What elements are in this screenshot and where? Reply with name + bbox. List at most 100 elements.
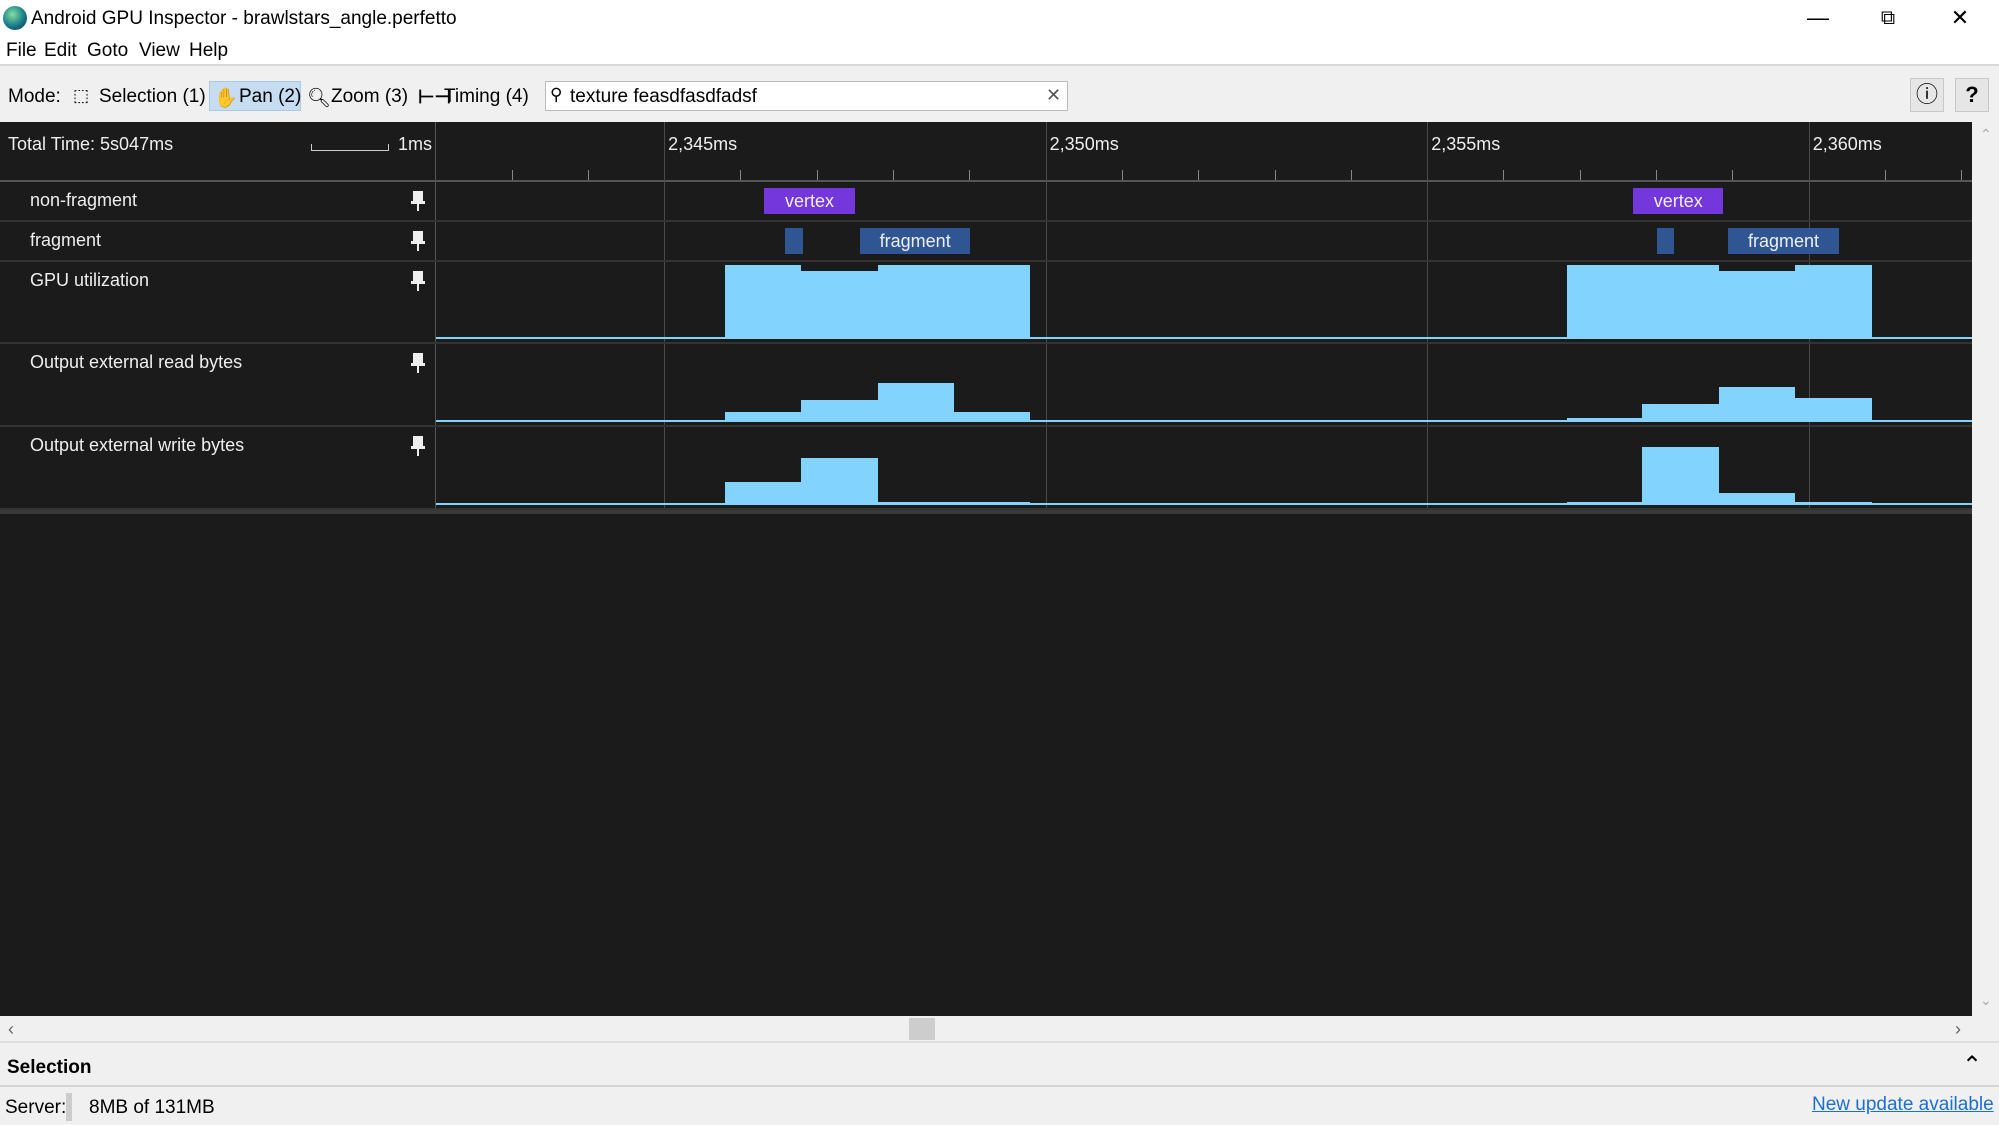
menu-edit[interactable]: Edit — [44, 40, 77, 61]
mode-selection[interactable]: Selection (1) — [99, 86, 206, 107]
counter-bar[interactable] — [1794, 265, 1873, 338]
counter-bar[interactable] — [954, 502, 1031, 504]
timeline-panel[interactable]: Total Time: 5s047ms 1ms 2,345ms 2,350ms 2,… — [0, 122, 1972, 1016]
minimize-icon[interactable]: — — [1807, 5, 1829, 30]
slice-unlabeled[interactable] — [785, 228, 804, 254]
track-label: fragment — [30, 230, 102, 250]
major-gridline — [1427, 122, 1429, 508]
track-divider[interactable] — [0, 508, 1972, 514]
track-separator — [0, 342, 1972, 344]
counter-bar[interactable] — [1566, 418, 1643, 421]
ruler-tick — [1885, 170, 1886, 180]
counter-bar[interactable] — [1642, 447, 1720, 504]
counter-bar[interactable] — [725, 265, 802, 338]
counter-bar[interactable] — [954, 412, 1031, 421]
ruler-tick — [1274, 170, 1276, 180]
restore-icon[interactable]: ⧉ — [1880, 7, 1896, 29]
ruler-tick — [893, 170, 895, 180]
chevron-up-icon[interactable]: ⌃ — [1962, 1052, 1983, 1079]
counter-bar[interactable] — [877, 501, 955, 504]
update-link[interactable]: New update available — [1812, 1094, 1994, 1115]
counter-baseline — [436, 420, 1972, 422]
track-label: Output external write bytes — [30, 435, 245, 455]
slice-fragment[interactable]: fragment — [1727, 228, 1840, 254]
scale-label: 1ms — [398, 134, 433, 154]
mode-pan-button[interactable] — [209, 81, 301, 111]
slice-fragment[interactable]: fragment — [860, 228, 971, 254]
counter-bar[interactable] — [954, 265, 1031, 338]
counter-bar[interactable] — [725, 412, 802, 421]
menu-goto[interactable]: Goto — [87, 40, 129, 61]
slice-unlabeled[interactable] — [1656, 228, 1675, 254]
pin-icon[interactable] — [410, 270, 426, 292]
close-icon[interactable]: ✕ — [1950, 5, 1970, 30]
counter-baseline — [436, 337, 1972, 339]
track-label: GPU utilization — [30, 270, 150, 290]
ruler-tick — [969, 170, 971, 180]
scroll-left-icon[interactable]: ‹ — [8, 1019, 14, 1039]
total-time: Total Time: 5s047ms — [8, 134, 174, 154]
tick-label: 2,355ms — [1431, 134, 1501, 154]
ruler-tick — [740, 170, 742, 180]
counter-bar[interactable] — [1719, 493, 1795, 504]
ruler-tick — [1121, 170, 1123, 180]
counter-bar[interactable] — [1566, 265, 1643, 338]
scroll-up-icon[interactable]: ⌃ — [1980, 126, 1992, 142]
menu-bar: File Edit Goto View Help — [0, 36, 1999, 66]
help-icon[interactable]: ? — [1955, 78, 1989, 112]
track-label: Output external read bytes — [30, 352, 243, 372]
pin-icon[interactable] — [410, 352, 426, 374]
track-separator — [0, 508, 1972, 510]
menu-help[interactable]: Help — [189, 40, 229, 61]
mode-timing[interactable]: Timing (4) — [444, 86, 529, 107]
tick-label: 2,350ms — [1049, 134, 1119, 154]
ruler-tick — [1732, 170, 1734, 180]
menu-file[interactable]: File — [6, 40, 37, 61]
tick-label: 2,345ms — [668, 134, 738, 154]
pin-icon[interactable] — [410, 435, 426, 457]
vertical-scrollbar[interactable]: ⌃ ⌄ — [1972, 122, 1999, 1016]
ruler-tick — [1198, 170, 1200, 180]
pin-icon[interactable] — [410, 230, 426, 252]
counter-bar[interactable] — [1794, 397, 1873, 421]
zoom-icon: 🔍︎ — [307, 88, 332, 109]
counter-bar[interactable] — [1642, 404, 1720, 421]
title-bar: Android GPU Inspector - brawlstars_angle… — [0, 0, 1999, 36]
ruler-tick — [816, 170, 818, 180]
clear-search-icon[interactable]: ✕ — [1046, 85, 1062, 105]
mode-pan[interactable]: Pan (2) — [239, 86, 302, 107]
tick-label: 2,360ms — [1812, 134, 1882, 154]
horizontal-scrollbar[interactable]: ‹ › — [0, 1016, 1999, 1043]
counter-baseline — [436, 503, 1972, 505]
scroll-down-icon[interactable]: ⌄ — [1980, 992, 1992, 1008]
counter-bar[interactable] — [1566, 502, 1643, 504]
slice-vertex[interactable]: vertex — [764, 188, 855, 214]
counter-bar[interactable] — [801, 458, 878, 504]
track-separator — [0, 260, 1972, 262]
search-field[interactable]: ⚲ texture feasdfasdfadsf ✕ — [545, 81, 1068, 111]
counter-bar[interactable] — [801, 399, 878, 421]
ruler-tick — [1579, 170, 1581, 180]
counter-bar[interactable] — [1719, 386, 1795, 421]
counter-bar[interactable] — [1794, 502, 1873, 504]
ruler-tick — [1656, 170, 1658, 180]
counter-bar[interactable] — [801, 270, 878, 338]
counter-bar[interactable] — [1719, 270, 1795, 338]
counter-bar[interactable] — [877, 265, 955, 338]
info-icon[interactable]: ⓘ — [1910, 78, 1944, 112]
scroll-right-icon[interactable]: › — [1955, 1019, 1961, 1039]
status-bar: Server: 8MB of 131MB New update availabl… — [0, 1089, 1999, 1125]
counter-bar[interactable] — [725, 482, 802, 504]
search-input[interactable]: texture feasdfasdfadsf — [570, 86, 757, 107]
counter-bar[interactable] — [877, 383, 955, 421]
slice-vertex[interactable]: vertex — [1633, 188, 1724, 214]
label-divider — [435, 122, 436, 510]
mode-zoom[interactable]: Zoom (3) — [331, 86, 409, 107]
ruler-tick — [587, 170, 589, 180]
hand-icon: ✋ — [214, 88, 238, 109]
menu-view[interactable]: View — [139, 40, 180, 61]
counter-bar[interactable] — [1642, 265, 1720, 338]
scrollbar-thumb[interactable] — [909, 1018, 935, 1040]
pin-icon[interactable] — [410, 190, 426, 212]
selection-title: Selection — [7, 1057, 92, 1078]
